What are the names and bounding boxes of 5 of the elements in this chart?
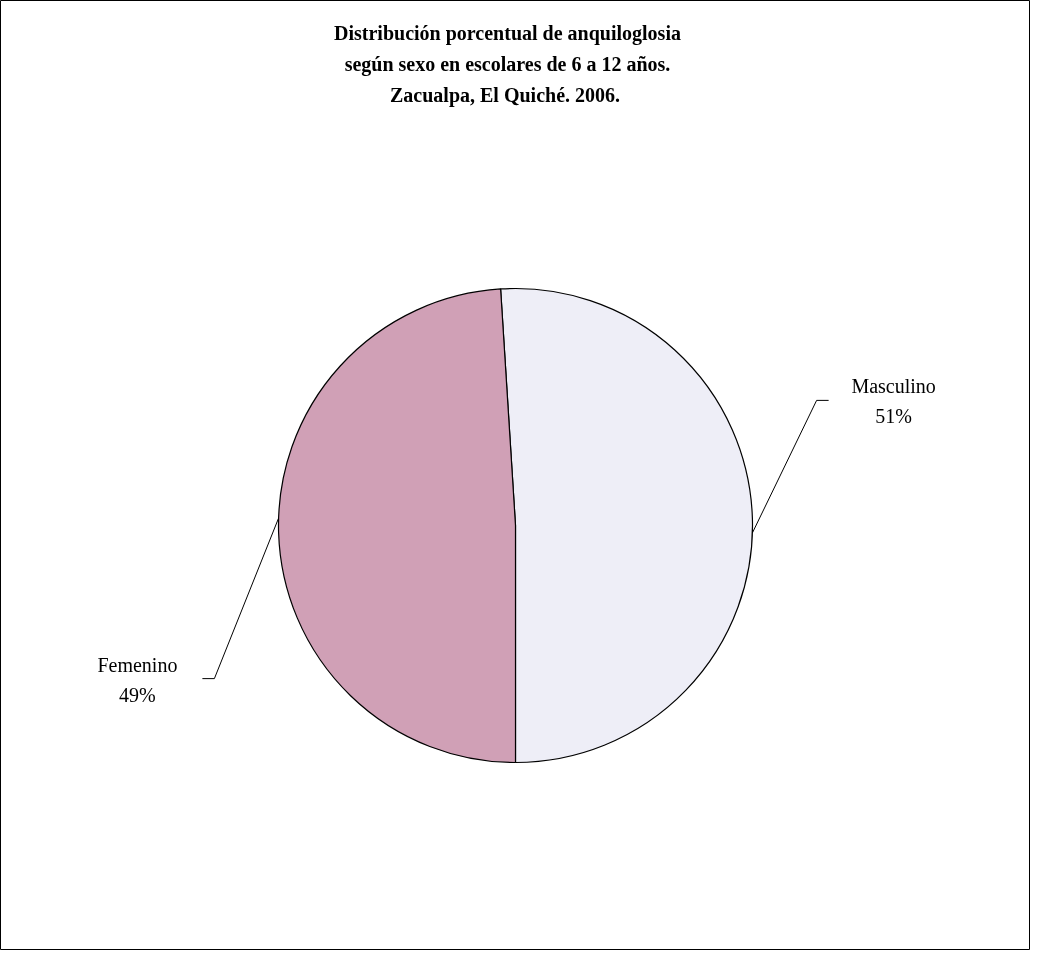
chart-title: Distribución porcentual de anquiloglosia según sexo en escolares de 6 a 12 años. Zacualpa, El Quiché. 2006. bbox=[334, 21, 681, 107]
data-label: 51% bbox=[875, 405, 912, 428]
slice-label: Femenino bbox=[97, 653, 178, 676]
slice-label: Masculino bbox=[851, 375, 936, 398]
data-label: 49% bbox=[119, 683, 156, 706]
